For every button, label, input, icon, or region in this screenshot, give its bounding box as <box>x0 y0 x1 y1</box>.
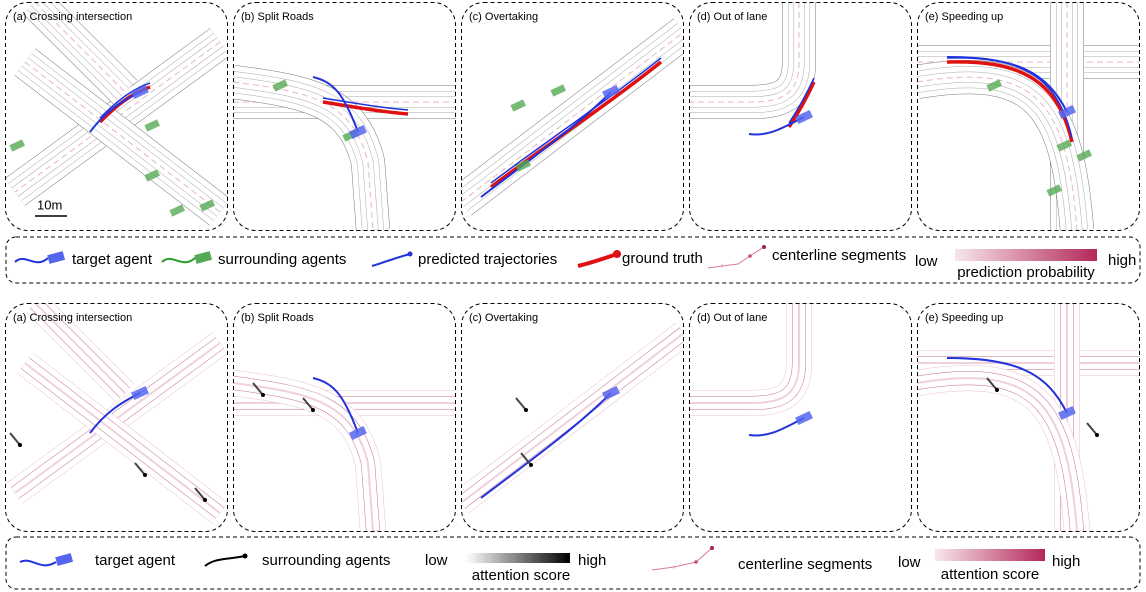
legend-target-box <box>55 553 73 566</box>
panel: (a) Crossing intersection <box>6 303 228 532</box>
legend-text: predicted trajectories <box>418 251 557 268</box>
panel-content <box>917 303 1140 531</box>
legend-target-icon <box>15 258 48 262</box>
legend-centerline-dot <box>721 265 724 268</box>
legend-text: target agent <box>72 251 153 268</box>
surrounding-dot <box>143 473 147 477</box>
legend-centerline-dot <box>710 546 714 550</box>
legend-text: centerline segments <box>738 556 872 573</box>
legend-gradient <box>466 553 570 563</box>
scale-label: 10m <box>37 197 62 212</box>
panel-content <box>917 2 1140 230</box>
legend-low: low <box>425 552 448 569</box>
legend-centerline-dot <box>673 566 676 569</box>
legend-target-box <box>47 251 65 264</box>
panel-label: (b) Split Roads <box>241 312 314 324</box>
legend-text: target agent <box>95 552 176 569</box>
legend-gradient-label: attention score <box>472 567 570 584</box>
surrounding-agent <box>169 204 185 216</box>
panel-label: (b) Split Roads <box>241 11 314 23</box>
panel: (d) Out of lane <box>689 2 912 231</box>
legend-low: low <box>898 554 921 571</box>
panel: (b) Split Roads <box>233 3 456 231</box>
legend-surrounding-dot <box>243 554 248 559</box>
legend-gt-dot <box>613 250 621 258</box>
legend-low: low <box>915 253 938 270</box>
legend-gt-icon <box>578 254 617 266</box>
legend-text: ground truth <box>622 250 703 267</box>
panel: (e) Speeding up <box>917 2 1140 231</box>
panel-label: (a) Crossing intersection <box>13 312 132 324</box>
panel-content <box>233 378 456 531</box>
surrounding-dot <box>203 498 207 502</box>
target-track <box>749 418 804 436</box>
legend-centerline-icon <box>708 247 764 268</box>
panel-content <box>233 77 456 230</box>
legend-centerline-dot <box>762 245 766 249</box>
legend-high: high <box>1052 553 1080 570</box>
panel-label: (e) Speeding up <box>925 312 1003 324</box>
legend-centerline-dot <box>748 254 752 258</box>
legend-gradient <box>935 549 1045 561</box>
legend-centerline-icon <box>652 548 712 570</box>
surrounding-track <box>516 398 526 410</box>
panel-content <box>10 303 220 513</box>
panel: (c) Overtaking <box>461 3 684 231</box>
panel: (e) Speeding up <box>917 303 1140 532</box>
legend-text: centerline segments <box>772 247 906 264</box>
surrounding-agent <box>144 119 160 131</box>
legend-text: surrounding agents <box>218 251 346 268</box>
surrounding-dot <box>18 443 22 447</box>
legend-high: high <box>578 552 606 569</box>
surrounding-agent <box>510 99 526 111</box>
legend-gradient-label: attention score <box>941 566 1039 583</box>
surrounding-dot <box>311 408 315 412</box>
centerline <box>917 378 1077 531</box>
surrounding-dot <box>995 388 999 392</box>
surrounding-dot <box>1095 433 1099 437</box>
surrounding-dot <box>529 463 533 467</box>
panel-label: (d) Out of lane <box>697 11 767 23</box>
panel-label: (c) Overtaking <box>469 11 538 23</box>
legend-surrounding-box <box>194 251 212 264</box>
figure: (a) Crossing intersection 10m (b) Split Ro… <box>0 0 1146 592</box>
surrounding-dot <box>261 393 265 397</box>
panel-content <box>461 333 684 503</box>
panel: (d) Out of lane <box>689 303 912 532</box>
panel-label: (d) Out of lane <box>697 312 767 324</box>
panel-border <box>918 304 1140 532</box>
centerline <box>461 333 684 503</box>
legend-target-icon <box>20 561 56 566</box>
panel-border <box>918 3 1140 231</box>
legend-predicted-icon <box>372 254 410 266</box>
legend-text: surrounding agents <box>262 552 390 569</box>
legend-centerline-dot <box>694 560 698 564</box>
legend-gradient-label: prediction probability <box>957 264 1095 281</box>
legend-surrounding-icon <box>162 258 195 262</box>
panel-content <box>9 2 220 217</box>
legend-predicted-dot <box>408 252 413 257</box>
legend-surrounding-icon <box>205 556 245 566</box>
legend-gradient <box>955 249 1097 261</box>
panel: (c) Overtaking <box>461 304 684 532</box>
panel-label: (e) Speeding up <box>925 11 1003 23</box>
panel: (a) Crossing intersection 10m <box>6 2 228 231</box>
panel-label: (c) Overtaking <box>469 312 538 324</box>
surrounding-track <box>10 433 20 445</box>
surrounding-track <box>1087 423 1097 435</box>
surrounding-agent <box>9 139 25 151</box>
target-agent <box>795 411 813 425</box>
surrounding-dot <box>524 408 528 412</box>
legend-high: high <box>1108 252 1136 269</box>
panel-content <box>461 32 684 202</box>
panel: (b) Split Roads <box>233 304 456 532</box>
surrounding-agent <box>550 84 566 96</box>
panel-label: (a) Crossing intersection <box>13 11 132 23</box>
